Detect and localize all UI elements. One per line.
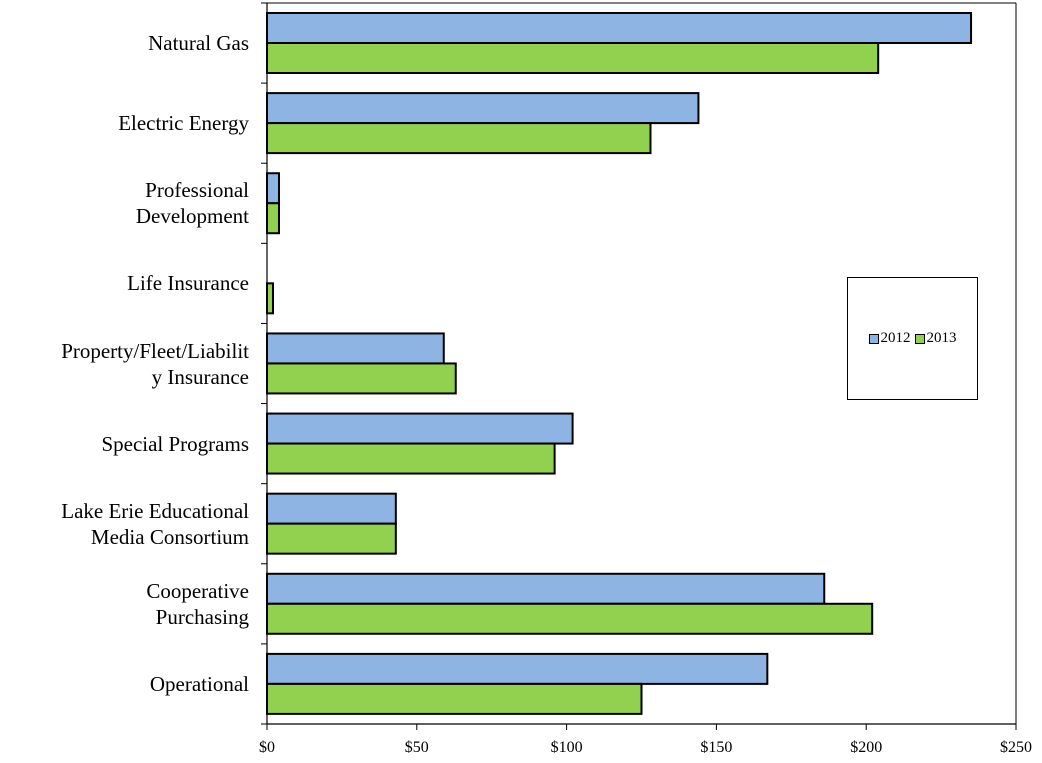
category-label: Special Programs xyxy=(101,431,249,456)
bar-2012-4 xyxy=(266,332,445,365)
category-label: Property/Fleet/Liabilit y Insurance xyxy=(61,338,249,389)
bar-2013-4 xyxy=(266,362,457,395)
category-label: Life Insurance xyxy=(127,271,249,296)
legend-item-2012: 2012 xyxy=(868,330,911,347)
bar-2012-8 xyxy=(266,652,769,685)
bar-2012-5 xyxy=(266,412,574,445)
bar-2012-1 xyxy=(266,92,700,125)
x-tick-label: $50 xyxy=(405,739,429,756)
bar-2013-6 xyxy=(266,522,397,555)
bar-2012-6 xyxy=(266,492,397,525)
bar-2013-2 xyxy=(266,202,280,235)
bar-2013-7 xyxy=(266,602,874,635)
bar-2013-8 xyxy=(266,682,643,715)
x-tick-label: $150 xyxy=(700,739,732,756)
category-label: Cooperative Purchasing xyxy=(146,578,249,629)
category-label: Electric Energy xyxy=(118,111,249,136)
bar-2013-3 xyxy=(266,282,274,315)
legend: 2012 2013 xyxy=(847,277,978,400)
legend-swatch-2012 xyxy=(868,333,879,344)
x-tick-label: $0 xyxy=(259,739,275,756)
x-tick-label: $250 xyxy=(1000,739,1032,756)
bar-2012-2 xyxy=(266,172,280,205)
legend-label-2012: 2012 xyxy=(880,330,911,346)
x-tick-label: $200 xyxy=(850,739,882,756)
legend-swatch-2013 xyxy=(914,333,925,344)
bar-2012-0 xyxy=(266,12,973,44)
bar-2012-7 xyxy=(266,572,826,605)
bar-2013-0 xyxy=(266,42,880,74)
axes-group: $0 $50 $100 $150 $200 $250 xyxy=(259,2,1032,756)
legend-label-2013: 2013 xyxy=(926,330,957,346)
category-label: Natural Gas xyxy=(148,31,249,56)
x-tick-label: $100 xyxy=(551,739,583,756)
category-label: Lake Erie Educational Media Consortium xyxy=(61,498,249,549)
category-label: Professional Development xyxy=(135,178,249,229)
legend-item-2013: 2013 xyxy=(914,330,957,347)
category-label: Operational xyxy=(149,671,249,696)
bars-group xyxy=(266,12,973,715)
bar-2013-1 xyxy=(266,122,652,155)
bar-2013-5 xyxy=(266,442,556,475)
